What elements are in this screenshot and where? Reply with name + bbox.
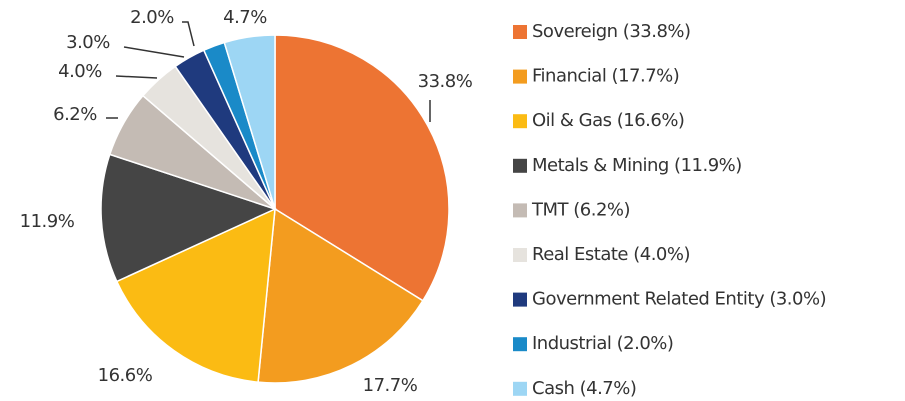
legend-swatch	[513, 203, 527, 218]
legend-swatch	[513, 248, 527, 262]
data-label: 3.0%	[66, 32, 110, 53]
legend-label: Cash (4.7%)	[532, 378, 636, 399]
legend-label: Real Estate (4.0%)	[532, 244, 690, 265]
legend-swatch	[513, 69, 527, 84]
legend-swatch	[513, 158, 527, 173]
legend-label: Metals & Mining (11.9%)	[532, 155, 742, 176]
legend-label: Sovereign (33.8%)	[532, 21, 691, 42]
data-label: 6.2%	[53, 104, 97, 125]
legend-label: TMT (6.2%)	[531, 199, 630, 220]
pie-slice	[223, 34, 276, 210]
legend-label: Financial (17.7%)	[532, 66, 679, 87]
data-label: 2.0%	[130, 7, 174, 28]
legend-label: Oil & Gas (16.6%)	[532, 110, 684, 131]
pie-slice	[115, 207, 276, 383]
legend-swatch	[513, 337, 527, 352]
legend-swatch	[513, 25, 527, 39]
leader-line	[115, 75, 158, 79]
pie-slice	[257, 207, 424, 384]
legend-label: Government Related Entity (3.0%)	[532, 289, 826, 310]
data-label: 33.8%	[418, 71, 473, 92]
leader-line	[182, 21, 195, 47]
pie-slice	[274, 34, 450, 302]
data-label: 17.7%	[363, 375, 418, 396]
data-label: 4.7%	[223, 7, 267, 28]
legend-swatch	[513, 292, 527, 307]
data-label: 16.6%	[98, 365, 153, 386]
data-label: 11.9%	[20, 211, 75, 232]
data-label: 4.0%	[58, 61, 102, 82]
legend-swatch	[513, 381, 527, 396]
leader-line	[123, 46, 185, 58]
legend-swatch	[513, 114, 527, 129]
legend-label: Industrial (2.0%)	[532, 333, 673, 354]
pie-slice	[100, 153, 278, 283]
